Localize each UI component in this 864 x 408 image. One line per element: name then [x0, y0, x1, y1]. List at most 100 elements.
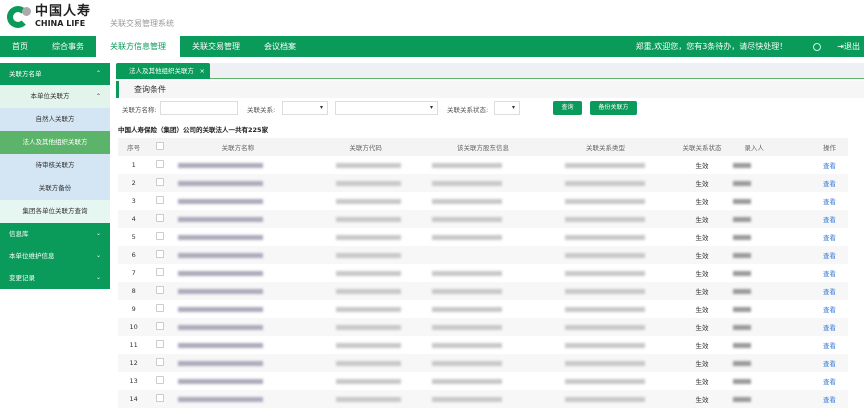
row-checkbox[interactable] — [149, 156, 170, 174]
row-code — [306, 264, 426, 282]
blurred-name — [178, 252, 264, 258]
sidebar-group-maintenance[interactable]: 本单位维护信息 ⌄ — [0, 245, 110, 267]
row-name[interactable] — [170, 318, 306, 336]
row-checkbox[interactable] — [149, 228, 170, 246]
row-name[interactable] — [170, 390, 306, 408]
view-link[interactable]: 查看 — [823, 342, 836, 350]
row-status: 生效 — [695, 234, 709, 242]
view-link[interactable]: 查看 — [823, 378, 836, 386]
view-link[interactable]: 查看 — [823, 234, 836, 242]
row-code — [306, 192, 426, 210]
view-link[interactable]: 查看 — [774, 318, 848, 336]
view-link[interactable]: 查看 — [774, 390, 848, 408]
row-status: 生效 — [695, 378, 709, 386]
logout-icon[interactable]: ⇥ — [837, 42, 844, 51]
row-type — [540, 156, 670, 174]
row-type — [540, 372, 670, 390]
row-name[interactable] — [170, 282, 306, 300]
nav-related-transactions[interactable]: 关联交易管理 — [192, 42, 240, 51]
blurred-type — [565, 252, 646, 258]
row-type — [540, 282, 671, 300]
tab-legal-entity[interactable]: 法人及其他组织关联方 × — [116, 63, 210, 79]
search-button[interactable]: 查询 — [553, 101, 582, 115]
row-checkbox[interactable] — [149, 372, 170, 390]
welcome-message[interactable]: 郑重,欢迎您，您有3条待办，请尽快处理！ — [635, 42, 788, 51]
row-checkbox[interactable] — [149, 246, 171, 264]
nav-home[interactable]: 首页 — [12, 42, 28, 51]
row-type — [540, 300, 670, 318]
blurred-type — [565, 162, 646, 168]
sidebar-group-list[interactable]: 关联方名单 ⌃ — [0, 63, 110, 85]
row-name[interactable] — [170, 156, 306, 174]
sidebar-group-info-library[interactable]: 信息库 ⌄ — [0, 223, 110, 245]
row-status: 生效 — [670, 246, 734, 264]
row-status: 生效 — [695, 342, 709, 350]
view-link[interactable]: 查看 — [774, 354, 848, 372]
nav-meeting-archive[interactable]: 会议档案 — [264, 42, 296, 51]
row-name[interactable] — [170, 246, 306, 264]
row-checkbox[interactable] — [149, 300, 170, 318]
row-status: 生效 — [670, 174, 734, 192]
row-name[interactable] — [170, 174, 306, 192]
tab-label: 法人及其他组织关联方 — [129, 67, 194, 75]
sidebar-item-legal-entity[interactable]: 法人及其他组织关联方 — [0, 131, 110, 154]
row-seq: 1 — [131, 161, 136, 169]
view-link[interactable]: 查看 — [823, 306, 836, 314]
row-shareholder — [426, 300, 541, 318]
row-shareholder — [425, 390, 541, 408]
row-type — [540, 210, 671, 228]
row-checkbox[interactable] — [149, 210, 171, 228]
row-name[interactable] — [170, 192, 306, 210]
relation-sub-select[interactable]: ▾ — [335, 101, 438, 115]
col-seq: 序号 — [118, 138, 150, 156]
sidebar-sub-own-unit[interactable]: 本单位关联方 ⌃ — [0, 85, 110, 108]
row-name[interactable] — [170, 228, 306, 246]
close-icon[interactable]: × — [199, 67, 205, 75]
view-link[interactable]: 查看 — [774, 282, 848, 300]
nav-general[interactable]: 综合事务 — [52, 42, 84, 51]
select-all-checkbox[interactable] — [149, 138, 171, 156]
row-type — [540, 246, 671, 264]
view-link[interactable]: 查看 — [774, 210, 848, 228]
row-checkbox[interactable] — [149, 390, 171, 408]
view-link[interactable]: 查看 — [823, 270, 836, 278]
row-checkbox[interactable] — [149, 174, 171, 192]
status-select[interactable]: ▾ — [494, 101, 520, 115]
china-life-logo[interactable]: 中国人寿 CHINA LIFE — [7, 5, 91, 28]
relation-select[interactable]: ▾ — [282, 101, 328, 115]
sidebar-item-group-query[interactable]: 集团各单位关联方查询 — [0, 200, 110, 223]
nav-related-party-info[interactable]: 关联方信息管理 — [96, 36, 180, 57]
row-name[interactable] — [170, 354, 306, 372]
blurred-type — [565, 234, 646, 240]
row-name[interactable] — [170, 210, 306, 228]
sidebar-item-natural-person[interactable]: 自然人关联方 — [0, 108, 110, 131]
user-icon[interactable] — [813, 42, 822, 51]
blurred-user — [733, 288, 752, 294]
row-checkbox[interactable] — [149, 282, 171, 300]
sidebar-item-backup[interactable]: 关联方备份 — [0, 177, 110, 200]
view-link[interactable]: 查看 — [774, 246, 848, 264]
col-action: 操作 — [774, 138, 848, 156]
row-type — [540, 390, 671, 408]
backup-button[interactable]: 备份关联方 — [590, 101, 637, 115]
row-name[interactable] — [170, 264, 306, 282]
row-name[interactable] — [170, 336, 306, 354]
row-checkbox[interactable] — [149, 192, 170, 210]
row-checkbox[interactable] — [149, 354, 171, 372]
row-checkbox[interactable] — [149, 318, 171, 336]
logout-button[interactable]: 退出 — [844, 42, 860, 51]
blurred-name — [178, 396, 264, 402]
view-link[interactable]: 查看 — [823, 162, 836, 170]
view-link[interactable]: 查看 — [774, 174, 848, 192]
row-checkbox[interactable] — [149, 336, 170, 354]
sidebar-item-pending-review[interactable]: 待审核关联方 — [0, 154, 110, 177]
row-shareholder — [426, 228, 541, 246]
row-name[interactable] — [170, 372, 306, 390]
row-code — [305, 390, 426, 408]
name-input[interactable] — [160, 101, 238, 115]
row-name[interactable] — [170, 300, 306, 318]
row-seq: 10 — [118, 318, 150, 336]
view-link[interactable]: 查看 — [823, 198, 836, 206]
row-checkbox[interactable] — [149, 264, 170, 282]
sidebar-group-change-log[interactable]: 变更记录 ⌄ — [0, 267, 110, 289]
